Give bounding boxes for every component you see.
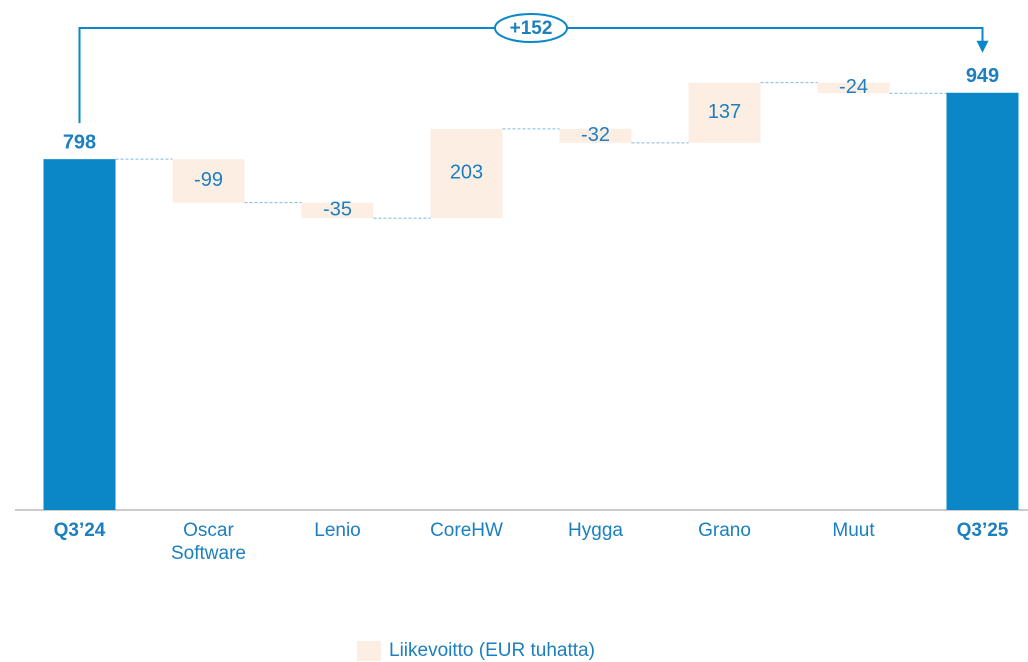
- legend: Liikevoitto (EUR tuhatta): [357, 640, 595, 662]
- annotation-oval: [494, 13, 568, 43]
- x-tick-label: Oscar Software: [171, 520, 246, 564]
- total-label: 949: [966, 65, 999, 87]
- x-tick-label: Q3’24: [53, 520, 106, 541]
- x-tick-label: Grano: [698, 520, 751, 541]
- x-tick-label: Q3’25: [956, 520, 1009, 541]
- delta-bar: [817, 82, 890, 94]
- x-tick-label: Muut: [832, 520, 875, 541]
- legend-swatch: [357, 641, 381, 661]
- delta-bar: [430, 128, 503, 219]
- total-bar: [43, 159, 116, 511]
- delta-label: 137: [708, 101, 741, 123]
- x-tick-label: Hygga: [568, 520, 623, 541]
- delta-bar: [688, 82, 761, 143]
- x-tick-label: Lenio: [314, 520, 361, 541]
- delta-bar: [301, 202, 374, 219]
- annotation-arrow: [976, 40, 989, 53]
- delta-label: -24: [839, 76, 868, 98]
- delta-bar: [559, 128, 632, 143]
- delta-label: -32: [581, 124, 610, 146]
- delta-label: 203: [450, 162, 483, 184]
- total-bar: [946, 92, 1019, 510]
- delta-label: -35: [323, 199, 352, 221]
- legend-label: Liikevoitto (EUR tuhatta): [389, 640, 595, 661]
- total-label: 798: [63, 131, 96, 153]
- annotation-label: +152: [510, 18, 553, 39]
- delta-label: -99: [194, 169, 223, 191]
- x-tick-label: CoreHW: [430, 520, 503, 541]
- delta-bar: [172, 159, 245, 203]
